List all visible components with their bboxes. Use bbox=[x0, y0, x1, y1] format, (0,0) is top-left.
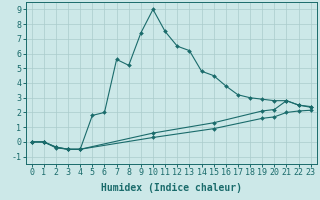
X-axis label: Humidex (Indice chaleur): Humidex (Indice chaleur) bbox=[101, 183, 242, 193]
